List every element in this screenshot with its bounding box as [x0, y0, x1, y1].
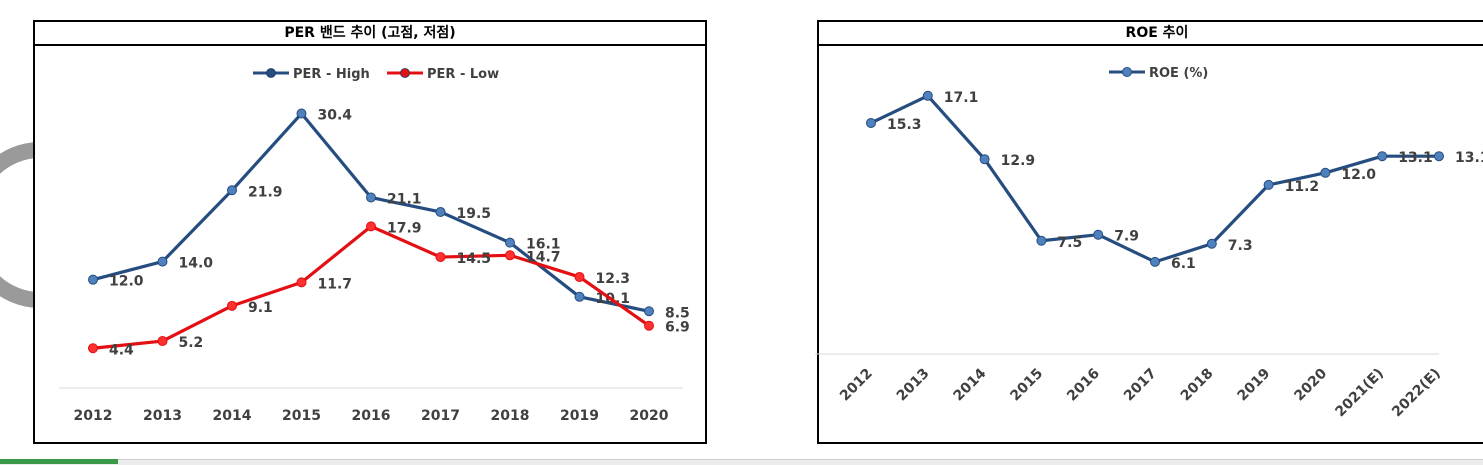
data-label: 19.5 — [457, 206, 492, 222]
data-label: 14.5 — [457, 251, 492, 267]
per-chart-plot: PER - High PER - Low 2012 2013 2014 2015 2016 2… — [59, 67, 690, 424]
data-point — [296, 108, 307, 119]
series-line — [92, 111, 650, 313]
legend-marker — [266, 68, 276, 78]
data-point — [227, 300, 237, 311]
data-label: 11.2 — [1285, 179, 1320, 195]
data-point — [88, 343, 98, 354]
data-label: 21.1 — [387, 191, 422, 207]
data-label: 15.3 — [887, 117, 922, 133]
x-tick-label: 2020 — [630, 408, 669, 424]
data-point — [1150, 256, 1160, 267]
data-point — [644, 320, 654, 331]
data-point — [366, 221, 376, 232]
data-point — [1320, 167, 1331, 178]
data-label: 17.1 — [944, 90, 979, 106]
per-band-chart: PER 밴드 추이 (고점, 저점) PER - High PER - Low 20… — [33, 20, 707, 444]
x-tick-label: 2022(E) — [1389, 366, 1444, 421]
x-tick-label: 2017 — [421, 408, 460, 424]
x-tick-label: 2014 — [951, 365, 990, 404]
data-label: 6.9 — [665, 320, 690, 336]
data-point — [644, 306, 654, 317]
data-label: 7.3 — [1228, 238, 1253, 254]
legend-label: ROE (%) — [1149, 66, 1208, 81]
data-label: 12.0 — [109, 274, 144, 290]
x-tick-label: 2013 — [143, 408, 182, 424]
data-point — [1434, 151, 1444, 162]
data-label: 12.3 — [596, 271, 631, 287]
data-point — [574, 271, 585, 282]
data-point — [157, 336, 168, 347]
data-point — [157, 256, 168, 267]
data-point — [1093, 229, 1104, 240]
x-tick-label: 2016 — [1064, 366, 1103, 405]
data-label: 17.9 — [387, 220, 422, 236]
data-point — [296, 277, 307, 288]
x-tick-label: 2019 — [560, 408, 599, 424]
x-tick-label: 2018 — [1178, 366, 1217, 405]
x-tick-label: 2015 — [282, 408, 321, 424]
data-point — [227, 185, 237, 196]
data-label: 11.7 — [318, 276, 353, 292]
roe-chart: ROE 추이 ROE (%) 2012 2013 2014 2015 2016 2017 20… — [815, 20, 1483, 444]
sheet-tab-indicator[interactable] — [0, 459, 118, 464]
x-tick-label: 2017 — [1121, 366, 1160, 405]
x-tick-label: 2016 — [352, 408, 391, 424]
x-tick-label: 2012 — [837, 366, 876, 405]
data-label: 16.1 — [526, 237, 561, 253]
data-point — [435, 252, 446, 263]
roe-chart-plot: ROE (%) 2012 2013 2014 2015 2016 2017 2018 2019 2… — [815, 66, 1483, 421]
data-label: 12.9 — [1001, 153, 1036, 169]
data-point — [866, 117, 876, 128]
x-tick-label: 2020 — [1291, 365, 1330, 404]
data-label: 9.1 — [248, 300, 273, 316]
data-point — [1263, 179, 1274, 190]
data-label: 30.4 — [318, 108, 353, 124]
data-label: 13.1 — [1455, 150, 1483, 166]
x-tick-label: 2013 — [894, 366, 933, 405]
data-label: 14.0 — [179, 256, 214, 272]
data-label: 7.9 — [1114, 229, 1139, 245]
x-tick-label: 2021(E) — [1332, 366, 1387, 421]
data-point — [366, 192, 376, 203]
data-point — [435, 206, 446, 217]
data-label: 7.5 — [1057, 235, 1082, 251]
data-label: 4.4 — [109, 342, 134, 358]
x-tick-label: 2012 — [74, 408, 113, 424]
data-label: 12.0 — [1341, 167, 1376, 183]
legend-marker — [400, 68, 410, 78]
x-tick-label: 2014 — [213, 408, 252, 424]
data-label: 5.2 — [179, 335, 204, 351]
data-label: 8.5 — [665, 305, 690, 321]
x-tick-label: 2015 — [1007, 366, 1046, 405]
legend-label: PER - Low — [427, 67, 499, 82]
data-label: 13.1 — [1398, 150, 1433, 166]
data-point — [1036, 235, 1047, 246]
legend-label: PER - High — [293, 67, 370, 82]
data-point — [1377, 151, 1388, 162]
data-point — [505, 237, 515, 248]
chart-title: ROE 추이 — [819, 22, 1483, 46]
legend-marker — [1122, 67, 1132, 77]
data-point — [505, 250, 515, 261]
data-point — [979, 154, 990, 165]
data-label: 6.1 — [1171, 256, 1196, 272]
sheet-bottom-bar — [0, 459, 1483, 465]
x-tick-label: 2018 — [491, 408, 530, 424]
data-point — [1206, 238, 1217, 249]
data-point — [88, 274, 98, 285]
x-tick-label: 2019 — [1235, 366, 1274, 405]
data-point — [922, 90, 933, 101]
chart-title: PER 밴드 추이 (고점, 저점) — [35, 22, 705, 46]
data-label: 14.7 — [526, 249, 561, 265]
data-point — [574, 291, 585, 302]
data-label: 21.9 — [248, 184, 283, 200]
